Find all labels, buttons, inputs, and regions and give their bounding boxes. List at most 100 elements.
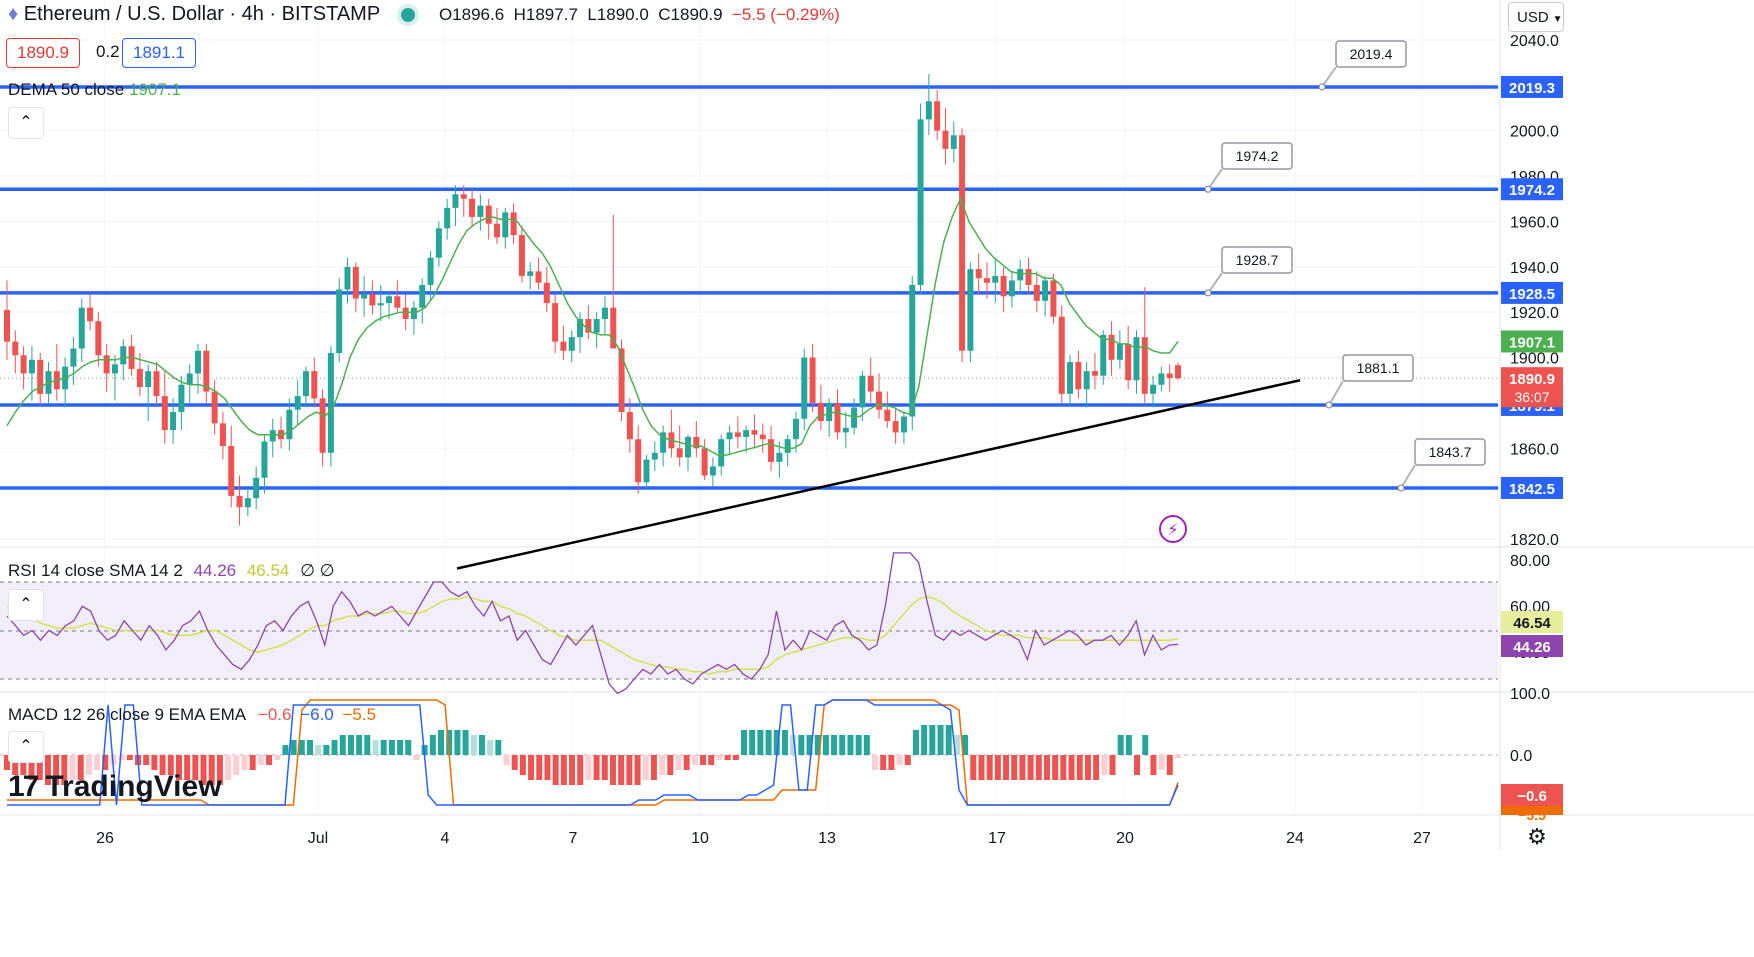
macd-histogram-bar [888,755,895,770]
macd-histogram-bar [528,755,535,780]
level-tag-1928.5: 1928.5 [1509,286,1555,303]
rsi-sma-line [6,595,1179,675]
candle-body [4,309,10,342]
x-tick-label: 7 [569,830,578,847]
candle-body [826,402,833,422]
collapse-macd-legend-button[interactable]: ⌃ [8,731,44,763]
candle-body [892,421,899,433]
candle-body [900,416,907,433]
collapse-main-legend-button[interactable]: ⌃ [8,107,44,139]
candle-body [111,364,118,374]
level-tag-1928.5-bg [1501,281,1563,304]
macd-histogram-bar [1068,755,1075,780]
macd-histogram-bar [380,740,387,755]
candle-body [685,436,692,458]
candle-body [942,130,949,149]
candle-body [1133,337,1140,381]
macd-histogram-bar [700,755,707,765]
watermark-text: TradingView [45,770,222,803]
candle-body [610,307,617,349]
macd-histogram-bar [388,740,395,755]
macd-histogram-bar [806,735,813,755]
macd-histogram-bar [994,755,1001,780]
macd-histogram-bar [503,755,510,765]
candle-body [992,275,999,283]
ohlc-change: −5.5 (−0.29%) [732,5,840,24]
candle-body [319,398,326,453]
macd-histogram-bar [208,755,215,785]
candle-body [834,402,841,433]
callout-pointer [1207,168,1223,190]
candle-body [884,409,891,422]
macd-histogram-bar [569,755,576,785]
macd-histogram-bar [200,755,207,785]
macd-histogram-bar [61,755,68,785]
candle-body [560,341,567,351]
candle-body [635,439,642,483]
candle-body [784,439,791,453]
candle-body [178,384,185,412]
macd-histogram-bar [1035,755,1042,780]
symbol-title[interactable]: Ethereum / U.S. Dollar · 4h · BITSTAMP [23,3,380,25]
candle-body [817,402,824,422]
macd-histogram-bar [740,730,747,755]
callout-pointer [1328,380,1344,406]
rsi-legend[interactable]: RSI 14 close SMA 14 2 44.26 46.54 ∅ ∅ [8,561,334,581]
macd-histogram-bar [577,755,584,785]
macd-histogram-bar [77,755,84,780]
macd-histogram-bar [290,740,297,755]
macd-histogram-bar [1175,755,1181,758]
macd-histogram-bar [757,730,764,755]
macd-histogram-bar [405,740,412,755]
buy-price-button[interactable]: 1891.1 [122,38,196,68]
macd-histogram-bar [126,755,133,760]
candle-body [726,432,733,440]
alert-lightning-icon [1159,515,1187,543]
candle-body [975,269,982,279]
dema-legend[interactable]: DEMA 50 close 1907.1 [8,80,181,100]
macd-histogram-bar [937,725,944,755]
macd-histogram-bar [716,755,723,760]
macd-histogram-bar [85,755,92,775]
macd-histogram-bar [429,735,436,755]
candle-body [618,348,625,412]
countdown-tag: 36:07 [1514,389,1549,405]
candle-body [78,307,85,349]
macd-histogram-bar [1142,735,1149,755]
macd-histogram-bar [585,755,592,780]
candle-body [136,368,143,388]
callout-anchor [1397,484,1405,492]
candle-body [28,359,35,374]
x-tick-label: 27 [1413,830,1431,847]
level-tag-1842.5: 1842.5 [1509,481,1555,498]
macd-histogram-bar [1166,755,1173,775]
tradingview-logo-icon: 17 [8,770,39,803]
macd-histogram-bar [356,735,363,755]
macd-histogram-bar [495,740,502,755]
sell-price-button[interactable]: 1890.9 [6,38,80,68]
currency-select[interactable]: USD ▼ [1508,2,1564,32]
macd-histogram-bar [683,755,690,770]
candle-body [676,448,683,458]
market-status-icon[interactable] [401,7,416,22]
macd-histogram-bar [691,755,698,765]
macd-legend-label: MACD 12 26 close 9 EMA EMA [8,705,246,724]
spread-value: 0.2 [90,38,126,66]
candle-body [410,307,417,319]
macd-tag-bg [1501,784,1563,806]
macd-histogram-bar [225,755,232,780]
callout-box [1414,438,1486,466]
settings-gear-icon: ⚙ [1527,825,1547,850]
collapse-rsi-legend-button[interactable]: ⌃ [8,589,44,621]
macd-legend[interactable]: MACD 12 26 close 9 EMA EMA −0.6 −6.0 −5.… [8,705,376,725]
candle-body [759,434,766,440]
candle-body [402,307,409,319]
ohlc-readout: O1896.6 H1897.7 L1890.0 C1890.9 −5.5 (−0… [439,5,840,24]
macd-histogram-bar [102,755,109,770]
macd-histogram-bar [1101,755,1108,775]
macd-histogram-bar [675,755,682,770]
macd-histogram-bar [904,755,911,765]
callout-anchor [1318,83,1326,91]
x-tick-label: 26 [96,830,114,847]
